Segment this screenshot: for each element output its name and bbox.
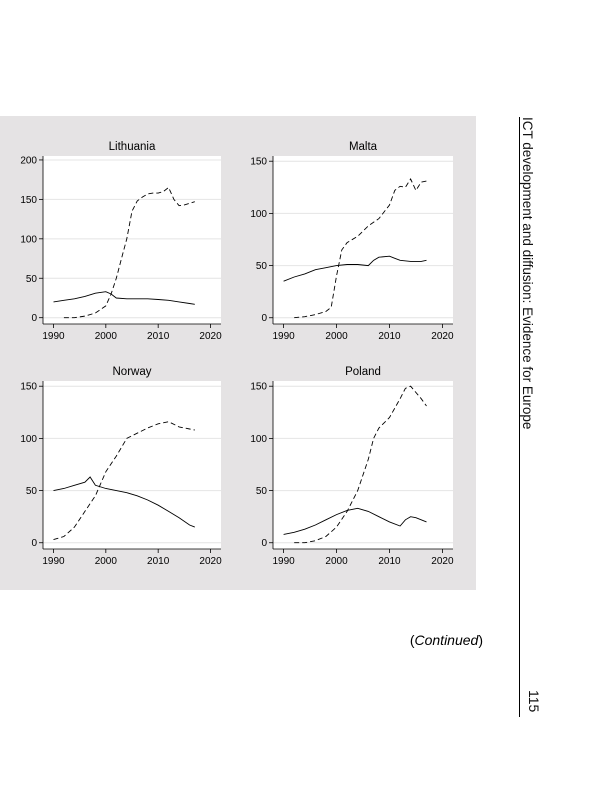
plot-area: [273, 381, 453, 549]
chart-1: 0 50 100 150 1990 2000 2010 2020 Malta: [250, 141, 454, 342]
y-tick-label: 50: [256, 486, 268, 497]
chart-title: Norway: [113, 366, 152, 378]
y-tick-label: 100: [250, 434, 267, 445]
chart-0: 0 50 100 150 200 1990 2000 2010 2020 Lithuania: [20, 141, 222, 342]
chart-2: 0 50 100 150 1990 2000 2010 2020 Norway: [20, 366, 222, 567]
x-tick-label: 2020: [199, 331, 222, 342]
chart-title: Malta: [349, 141, 378, 153]
continued-word: Continued: [414, 632, 479, 648]
x-tick-label: 2000: [325, 556, 348, 567]
plot-area: [43, 381, 221, 549]
chart-title: Lithuania: [109, 141, 156, 153]
x-tick-label: 2000: [325, 331, 348, 342]
y-tick-label: 150: [250, 382, 267, 393]
x-tick-label: 1990: [272, 331, 295, 342]
x-tick-label: 2020: [199, 556, 222, 567]
x-tick-label: 2010: [147, 331, 170, 342]
y-tick-label: 0: [261, 313, 267, 324]
x-tick-label: 2000: [95, 556, 118, 567]
continued-open-paren: (: [409, 632, 415, 648]
plot-area: [273, 156, 453, 324]
y-tick-label: 150: [20, 382, 37, 393]
figure-panel: 0 50 100 150 200 1990 2000 2010 2020 Lithuania 0 50…: [0, 116, 476, 590]
margin-rule: [519, 117, 520, 717]
y-tick-label: 150: [250, 157, 267, 168]
x-tick-label: 2000: [95, 331, 118, 342]
x-tick-label: 2010: [378, 556, 401, 567]
y-tick-label: 0: [31, 538, 37, 549]
y-tick-label: 50: [256, 261, 268, 272]
series-line-solid: [53, 476, 195, 528]
plot-area: [43, 156, 221, 324]
y-tick-label: 100: [250, 209, 267, 220]
y-tick-label: 200: [20, 155, 37, 166]
series-line-solid: [283, 507, 427, 535]
small-multiples-figure: 0 50 100 150 200 1990 2000 2010 2020 Lithuania 0 50…: [20, 141, 454, 567]
series-line-solid: [53, 291, 195, 305]
series-line-solid: [283, 255, 427, 282]
series-line-dashed: [294, 385, 427, 544]
y-tick-label: 50: [26, 274, 38, 285]
chart-3: 0 50 100 150 1990 2000 2010 2020 Poland: [250, 366, 454, 567]
x-tick-label: 2010: [378, 331, 401, 342]
x-tick-label: 1990: [42, 331, 65, 342]
x-tick-label: 2020: [431, 556, 454, 567]
continued-close-paren: ): [478, 632, 483, 648]
page-number: 115: [526, 690, 542, 713]
running-head: ICT development and diffusion: Evidence …: [520, 117, 535, 430]
x-tick-label: 1990: [42, 556, 65, 567]
y-tick-label: 150: [20, 195, 37, 206]
y-tick-label: 0: [261, 538, 267, 549]
y-tick-label: 50: [26, 486, 38, 497]
y-tick-label: 100: [20, 234, 37, 245]
x-tick-label: 2020: [431, 331, 454, 342]
series-line-dashed: [294, 178, 427, 319]
continued-note: (Continued): [410, 632, 483, 648]
series-line-dashed: [53, 421, 195, 541]
y-tick-label: 100: [20, 434, 37, 445]
y-tick-label: 0: [31, 313, 37, 324]
chart-title: Poland: [345, 366, 381, 378]
x-tick-label: 2010: [147, 556, 170, 567]
x-tick-label: 1990: [272, 556, 295, 567]
